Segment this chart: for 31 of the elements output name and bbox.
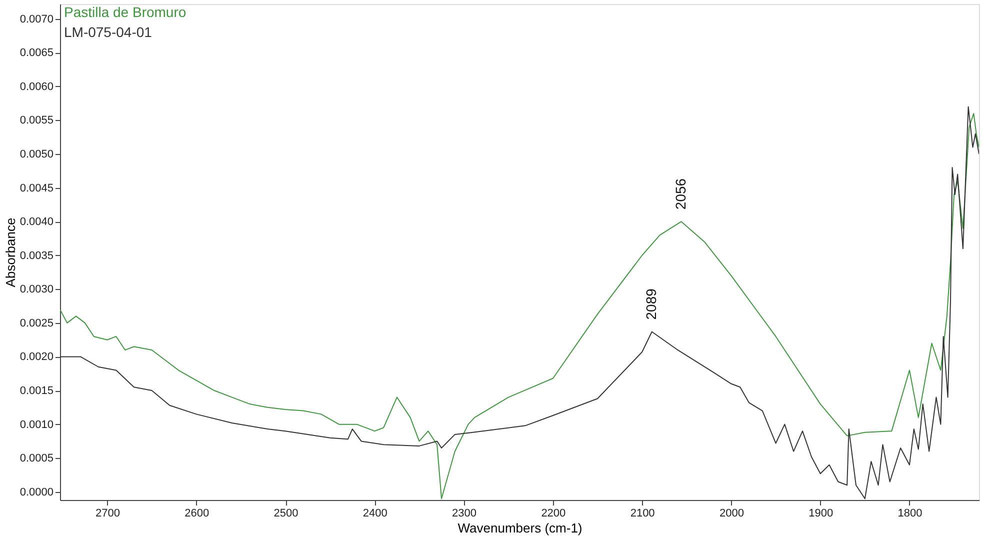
x-tick-label: 1900 [808,508,834,520]
x-tick-label: 2700 [96,508,120,520]
y-tick-label: 0.0050 [20,148,54,161]
x-tick-label: 2600 [184,508,210,520]
y-tick-label: 0.0030 [20,284,54,296]
y-tick-label: 0.0060 [20,80,54,93]
y-tick-label: 0.0010 [20,418,54,431]
x-tick-label: 2400 [362,508,388,520]
x-tick-label: 1800 [898,508,922,520]
y-tick-label: 0.0005 [20,452,54,465]
y-tick-label: 0.0025 [20,317,54,330]
y-axis-title: Absorbance [2,218,18,288]
y-tick-label: 0.0015 [20,385,54,398]
annotation: 2089 [642,288,659,320]
annotation: 2056 [672,178,688,210]
y-tick-label: 0.0055 [20,114,54,127]
text: LM-075-04-01 [64,24,152,40]
x-tick-label: 2100 [630,508,655,520]
x-tick-label: 2300 [452,508,477,520]
y-tick-label: 0.0020 [20,351,54,364]
text: Pastilla de Bromuro [64,4,186,20]
y-tick-label: 0.0040 [20,216,54,228]
y-tick-label: 0.0070 [20,13,54,26]
x-tick-label: 2500 [274,508,298,520]
x-axis-title: Wavenumbers (cm-1) [458,520,582,536]
y-tick-label: 0.0035 [20,250,54,262]
x-tick-label: 2200 [541,508,566,520]
y-tick-label: 0.0000 [20,486,54,498]
x-tick-label: 2000 [719,508,744,520]
y-tick-label: 0.0045 [20,182,54,194]
y-tick-label: 0.0065 [20,47,54,60]
